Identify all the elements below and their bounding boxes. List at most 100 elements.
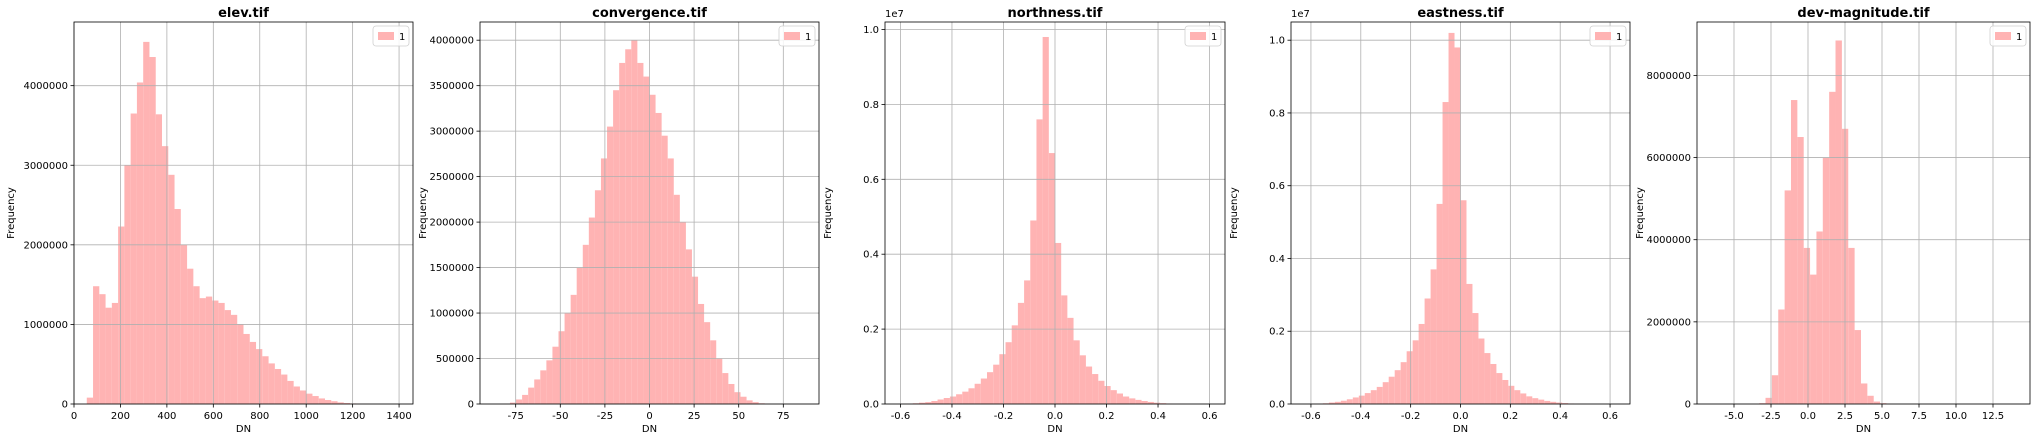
x-tick-label: -0.2 xyxy=(994,411,1014,422)
bar xyxy=(1334,401,1341,404)
bar xyxy=(1873,401,1881,404)
bar xyxy=(218,302,225,404)
bar xyxy=(1135,399,1142,404)
bar xyxy=(1562,403,1569,404)
bar xyxy=(1005,342,1012,404)
x-tick-label: 0.6 xyxy=(1202,411,1218,422)
x-tick-label: 7.5 xyxy=(1911,411,1927,422)
bar xyxy=(1860,383,1868,404)
bar xyxy=(1328,402,1335,404)
bar xyxy=(118,226,125,404)
chart-panel-4: -0.6 -0.4 -0.2 0.0 0.2 0.4 0.6 0.0 0.2 0.4 0.6 0.8 1… xyxy=(1229,6,1631,435)
bar xyxy=(931,401,938,404)
bar xyxy=(343,403,351,404)
chart-title: convergence.tif xyxy=(592,6,707,21)
bar xyxy=(1520,393,1527,404)
x-axis-label: DN xyxy=(1453,424,1468,435)
bar xyxy=(661,135,668,404)
bar xyxy=(205,296,213,404)
bar xyxy=(1110,390,1117,404)
bar xyxy=(1092,374,1099,404)
bar xyxy=(1079,355,1086,404)
bar xyxy=(1835,40,1842,404)
x-tick-label: -5.0 xyxy=(1724,411,1744,422)
x-tick-label: 0.4 xyxy=(1552,411,1568,422)
bar xyxy=(1538,399,1545,404)
bar xyxy=(1771,375,1779,404)
chart-title: dev-magnitude.tif xyxy=(1797,6,1930,21)
bar xyxy=(1400,362,1407,404)
bar xyxy=(576,267,583,404)
bar xyxy=(299,390,307,404)
y-axis-label: Frequency xyxy=(823,187,834,239)
axes-frame xyxy=(73,21,414,405)
chart-title: northness.tif xyxy=(1008,6,1103,21)
x-tick-label: 25 xyxy=(688,411,701,422)
bar xyxy=(1508,385,1515,404)
bar xyxy=(1160,403,1167,404)
x-tick-label: 0.4 xyxy=(1150,411,1166,422)
y-tick-label: 0 xyxy=(62,400,68,411)
bar xyxy=(1526,396,1533,404)
bar xyxy=(1406,351,1413,404)
bar xyxy=(673,194,680,404)
bar xyxy=(1382,382,1389,404)
bar xyxy=(534,379,541,404)
bar xyxy=(124,165,131,404)
bar xyxy=(637,62,644,405)
legend-label: 1 xyxy=(1616,32,1622,43)
x-tick-label: -2.5 xyxy=(1761,411,1781,422)
bar xyxy=(1340,400,1347,404)
bar xyxy=(980,378,987,404)
bar xyxy=(274,368,282,404)
bar xyxy=(130,113,137,404)
bar xyxy=(1496,373,1503,404)
bar xyxy=(249,341,257,404)
bar xyxy=(925,402,932,404)
bar xyxy=(1067,317,1074,404)
bar xyxy=(588,217,595,404)
x-tick-label: -0.6 xyxy=(1301,411,1321,422)
bar xyxy=(1502,379,1509,404)
chart-title: eastness.tif xyxy=(1417,6,1504,21)
x-tick-label: 0.0 xyxy=(1047,411,1063,422)
bar xyxy=(281,374,288,404)
legend-swatch xyxy=(1595,32,1611,40)
bar xyxy=(522,394,529,404)
bar-group xyxy=(1759,40,1951,405)
bar xyxy=(1048,153,1055,404)
bar xyxy=(1352,397,1359,404)
bar xyxy=(546,360,553,404)
bar xyxy=(312,396,319,404)
bar xyxy=(1448,32,1455,405)
bar xyxy=(1466,283,1473,404)
x-tick-label: 1000 xyxy=(293,411,318,422)
bar xyxy=(1011,325,1018,404)
x-tick-label: 0 xyxy=(71,411,77,422)
bar xyxy=(987,372,994,404)
y-tick-label: 1000000 xyxy=(23,320,68,331)
bar xyxy=(1803,247,1811,404)
bar xyxy=(704,322,711,404)
y-tick-label: 0.4 xyxy=(1269,254,1285,265)
bar xyxy=(155,114,163,405)
bar xyxy=(667,158,674,404)
bar xyxy=(212,300,219,404)
bar xyxy=(1854,330,1861,404)
y-tick-label: 1.0 xyxy=(1269,36,1285,47)
bar xyxy=(1123,396,1130,404)
x-tick-label: 75 xyxy=(777,411,790,422)
bar xyxy=(937,399,944,404)
bar xyxy=(962,391,969,404)
x-tick-label: 2.5 xyxy=(1837,411,1853,422)
bar xyxy=(1358,395,1365,404)
y-tick-label: 0.8 xyxy=(863,100,879,111)
legend-label: 1 xyxy=(1211,32,1217,43)
bar xyxy=(287,380,294,404)
bar xyxy=(105,307,112,404)
x-axis-label: DN xyxy=(1856,424,1871,435)
bar xyxy=(509,402,517,404)
y-tick-label: 0.0 xyxy=(863,400,879,411)
bar xyxy=(199,298,206,404)
legend-label: 1 xyxy=(805,32,811,43)
